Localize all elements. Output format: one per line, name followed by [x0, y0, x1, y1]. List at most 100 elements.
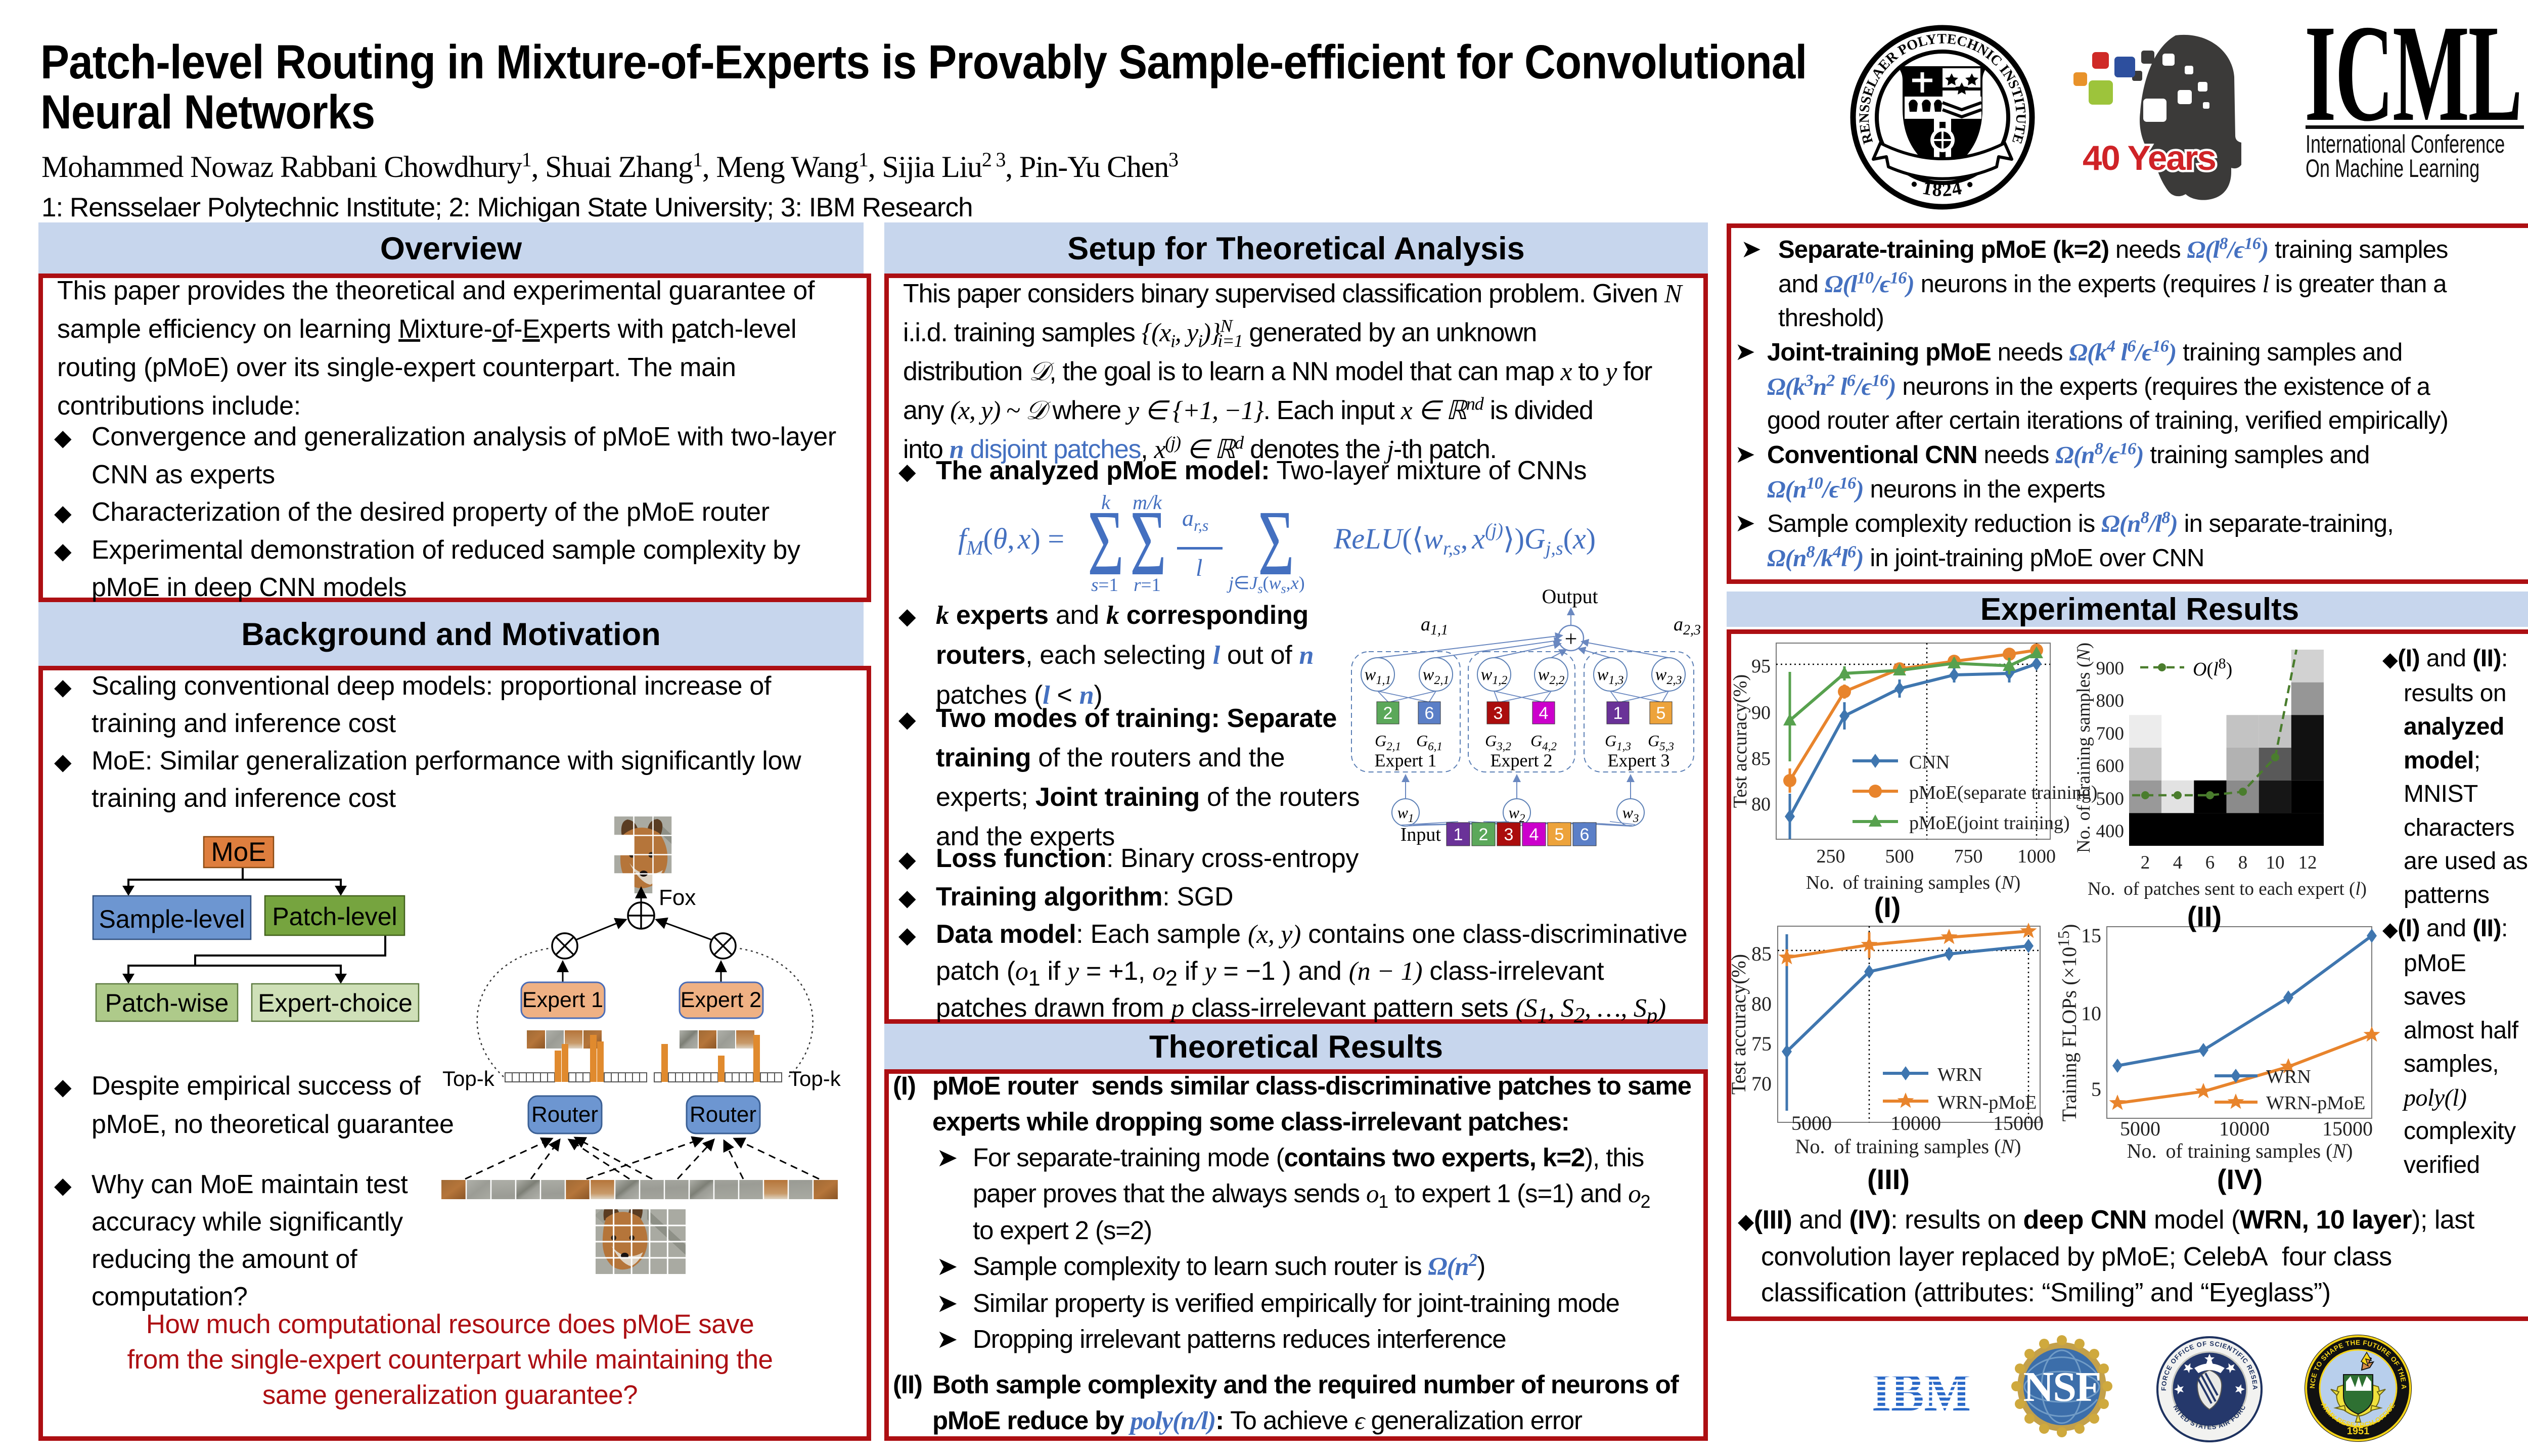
svg-text:Expert 3: Expert 3 — [1608, 750, 1670, 770]
svg-text:3: 3 — [1504, 825, 1514, 844]
svg-text:1000: 1000 — [2017, 846, 2056, 867]
svg-text:12: 12 — [2298, 852, 2317, 873]
svg-text:2: 2 — [1479, 825, 1488, 844]
svg-text:j∈Js(ws,x): j∈Js(ws,x) — [1227, 573, 1305, 596]
svg-text:5000: 5000 — [1791, 1112, 1832, 1134]
svg-text:Σ: Σ — [1130, 491, 1166, 595]
svg-text:s=1: s=1 — [1091, 575, 1118, 596]
svg-text:15000: 15000 — [2322, 1117, 2373, 1140]
svg-text:G5,3: G5,3 — [1648, 732, 1674, 753]
svg-text:10000: 10000 — [2219, 1117, 2270, 1140]
svg-text:Expert 2: Expert 2 — [1491, 750, 1553, 770]
svg-text:pMoE(joint training): pMoE(joint training) — [1909, 812, 2070, 834]
svg-text:4: 4 — [1539, 704, 1549, 723]
svg-text:15000: 15000 — [1993, 1112, 2044, 1134]
svg-text:Fox: Fox — [659, 885, 696, 910]
svg-text:WRN: WRN — [1937, 1064, 1982, 1085]
svg-text:1951: 1951 — [2347, 1426, 2370, 1437]
svg-text:6: 6 — [1425, 704, 1434, 723]
svg-text:No. of Training samples (N): No. of Training samples (N) — [2073, 643, 2094, 853]
svg-text:5: 5 — [1555, 825, 1564, 844]
svg-text:MoE: MoE — [211, 837, 266, 867]
svg-text:Output: Output — [1542, 585, 1598, 608]
svg-text:Router: Router — [531, 1102, 598, 1127]
svg-text:6: 6 — [1580, 825, 1590, 844]
svg-text:a2,3: a2,3 — [1674, 614, 1701, 638]
svg-text:250: 250 — [1817, 846, 1845, 867]
svg-text:800: 800 — [2096, 691, 2125, 711]
svg-text:1: 1 — [1613, 704, 1623, 723]
svg-text:WRN-pMoE: WRN-pMoE — [1937, 1092, 2037, 1113]
svg-text:G3,2: G3,2 — [1485, 732, 1511, 753]
svg-text:ar,s: ar,s — [1182, 505, 1208, 534]
svg-text:500: 500 — [2096, 789, 2125, 809]
svg-text:900: 900 — [2096, 658, 2125, 679]
svg-text:Expert 1: Expert 1 — [522, 988, 603, 1012]
svg-text:r=1: r=1 — [1134, 575, 1161, 596]
svg-text:Training FLOPs (×1015): Training FLOPs (×1015) — [2054, 924, 2081, 1122]
svg-text:pMoE(separate training): pMoE(separate training) — [1909, 782, 2097, 803]
svg-text:Sample-level: Sample-level — [99, 905, 245, 933]
svg-text:85: 85 — [1751, 748, 1771, 769]
svg-text:5: 5 — [2091, 1078, 2101, 1101]
svg-text:2: 2 — [1383, 704, 1393, 723]
svg-text:10: 10 — [2081, 1002, 2101, 1025]
svg-text:750: 750 — [1954, 846, 1983, 867]
svg-text:ReLU(⟨wr,s,x(j)⟩)Gj,s(x): ReLU(⟨wr,s, x(j)⟩)Gj,s(x) — [1333, 520, 1596, 559]
svg-text:G6,1: G6,1 — [1416, 732, 1442, 753]
svg-text:3: 3 — [1494, 704, 1503, 723]
svg-text:700: 700 — [2096, 723, 2125, 744]
svg-text:Expert-choice: Expert-choice — [258, 989, 413, 1017]
svg-text:80: 80 — [1751, 992, 1772, 1015]
svg-text:Σ: Σ — [1088, 491, 1124, 595]
svg-text:85: 85 — [1751, 942, 1772, 965]
svg-text:WRN: WRN — [2266, 1066, 2311, 1087]
svg-text:+: + — [1565, 626, 1577, 651]
svg-text:75: 75 — [1751, 1032, 1772, 1055]
svg-text:400: 400 — [2096, 821, 2125, 842]
svg-text:Input: Input — [1401, 824, 1441, 845]
svg-text:5000: 5000 — [2120, 1117, 2160, 1140]
svg-text:G2,1: G2,1 — [1375, 732, 1401, 753]
svg-text:Top-k: Top-k — [442, 1067, 495, 1090]
svg-text:fM(θ,x) =: fM(θ, x) = — [958, 522, 1064, 559]
svg-text:40 Years: 40 Years — [2083, 139, 2216, 177]
svg-text:No. of training samples (N): No. of training samples (N) — [2127, 1140, 2353, 1162]
svg-text:2: 2 — [2141, 852, 2150, 873]
svg-text:Expert 1: Expert 1 — [1375, 750, 1437, 770]
svg-text:600: 600 — [2096, 756, 2125, 777]
svg-text:k: k — [1101, 491, 1111, 514]
svg-text:Σ: Σ — [1258, 491, 1294, 595]
svg-text:NSF: NSF — [2023, 1363, 2101, 1410]
svg-text:4: 4 — [2173, 852, 2183, 873]
svg-text:500: 500 — [1885, 846, 1914, 867]
svg-text:No. of training samples (N): No. of training samples (N) — [1795, 1135, 2021, 1158]
svg-text:4: 4 — [1529, 825, 1539, 844]
svg-text:a1,1: a1,1 — [1421, 614, 1448, 638]
svg-text:5: 5 — [1656, 704, 1666, 723]
svg-text:Patch-level: Patch-level — [272, 902, 397, 931]
svg-text:Expert 2: Expert 2 — [681, 988, 761, 1012]
svg-text:Router: Router — [690, 1102, 756, 1127]
svg-text:8: 8 — [2238, 852, 2248, 873]
svg-text:IBM: IBM — [1872, 1362, 1971, 1423]
svg-text:6: 6 — [2205, 852, 2215, 873]
svg-text:Top-k: Top-k — [789, 1067, 841, 1090]
svg-text:G4,2: G4,2 — [1530, 732, 1557, 753]
svg-text:G1,3: G1,3 — [1605, 732, 1631, 753]
svg-text:Test accuracy(%): Test accuracy(%) — [1727, 954, 1750, 1095]
svg-text:No. of training samples (N): No. of training samples (N) — [1806, 872, 2021, 893]
svg-text:Patch-wise: Patch-wise — [105, 989, 229, 1017]
svg-text:O(l8): O(l8) — [2193, 655, 2232, 680]
svg-text:1: 1 — [1454, 825, 1463, 844]
svg-text:No. of patches sent to each e: No. of patches sent to each expert (l) — [2088, 879, 2367, 899]
svg-text:15: 15 — [2081, 924, 2101, 947]
svg-text:CNN: CNN — [1909, 752, 1950, 773]
svg-text:70: 70 — [1751, 1072, 1772, 1095]
svg-text:80: 80 — [1751, 794, 1771, 815]
svg-text:10000: 10000 — [1890, 1112, 1941, 1134]
svg-text:l: l — [1196, 555, 1202, 581]
svg-text:Test accuracy(%): Test accuracy(%) — [1730, 674, 1751, 808]
svg-text:10: 10 — [2266, 852, 2285, 873]
svg-text:WRN-pMoE: WRN-pMoE — [2266, 1093, 2365, 1114]
